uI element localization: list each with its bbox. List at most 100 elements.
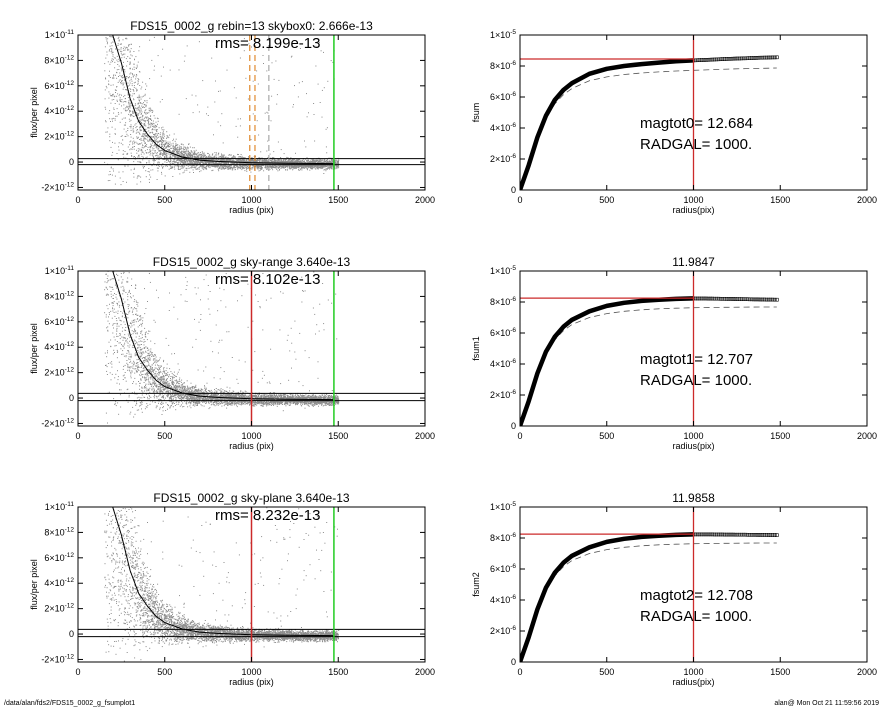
y-tick-label: 2×10-6 — [490, 625, 516, 636]
y-tick-label: 1×10-5 — [490, 501, 516, 512]
y-tick-label: 2×10-6 — [490, 389, 516, 400]
x-tick-label: 500 — [599, 195, 614, 205]
x-tick-label: 1500 — [770, 195, 790, 205]
y-tick-label: 6×10-6 — [490, 91, 516, 102]
y-tick-label: 1×10-5 — [490, 29, 516, 40]
y-tick-label: 1×10-11 — [45, 501, 75, 512]
y-tick-label: -2×10-12 — [41, 417, 74, 428]
growth-curve — [520, 296, 694, 426]
x-tick-label: 1000 — [241, 431, 261, 441]
x-tick-label: 500 — [157, 431, 172, 441]
x-tick-label: 500 — [599, 431, 614, 441]
y-tick-label: 4×10-6 — [490, 358, 516, 369]
x-tick-label: 1000 — [241, 667, 261, 677]
x-tick-label: 1500 — [328, 431, 348, 441]
footer-file-path: /data/alan/fds2/FDS15_0002_g_fsumplot1 — [4, 700, 136, 707]
x-axis-label: radius(pix) — [672, 677, 714, 687]
x-tick-label: 1500 — [328, 667, 348, 677]
y-tick-label: 2×10-6 — [490, 153, 516, 164]
y-tick-label: 4×10-6 — [490, 594, 516, 605]
x-tick-label: 1000 — [241, 195, 261, 205]
y-tick-label: 4×10-12 — [44, 341, 74, 352]
growth-curve-markers — [691, 55, 779, 63]
y-tick-label: 2×10-12 — [44, 603, 74, 614]
x-tick-label: 0 — [517, 195, 522, 205]
y-tick-label: 0 — [69, 157, 74, 167]
plot-area — [520, 507, 779, 662]
growth-curve-markers — [691, 296, 779, 302]
x-tick-label: 1000 — [683, 431, 703, 441]
magtot-annotation: magtot0= 12.684 — [640, 115, 753, 132]
profile-line — [112, 507, 334, 637]
profile-line — [112, 35, 334, 165]
x-tick-label: 0 — [75, 667, 80, 677]
y-tick-label: 8×10-12 — [44, 526, 74, 537]
scatter-points — [104, 507, 340, 662]
x-tick-label: 0 — [75, 431, 80, 441]
chart-title: FDS15_0002_g sky-plane 3.640e-13 — [153, 491, 349, 505]
radgal-annotation: RADGAL= 1000. — [640, 608, 752, 625]
y-tick-label: 2×10-12 — [44, 367, 74, 378]
y-tick-label: 8×10-6 — [490, 296, 516, 307]
y-tick-label: 6×10-12 — [44, 80, 74, 91]
x-axis-label: radius(pix) — [672, 441, 714, 451]
y-tick-label: 4×10-12 — [44, 577, 74, 588]
magtot-annotation: magtot1= 12.707 — [640, 351, 753, 368]
radgal-annotation: RADGAL= 1000. — [640, 372, 752, 389]
x-tick-label: 2000 — [857, 667, 877, 677]
y-axis-label: fsum — [471, 103, 481, 123]
plot-area — [520, 271, 779, 426]
y-tick-label: -2×10-12 — [41, 653, 74, 664]
chart-2: 0 500 1000 1500 2000 1×10-5 8×10-6 6×10-6 4×10-6… — [471, 29, 877, 215]
x-tick-label: 0 — [517, 667, 522, 677]
y-tick-label: 0 — [511, 421, 516, 431]
plot-area — [78, 35, 425, 190]
y-tick-label: 6×10-6 — [490, 563, 516, 574]
x-tick-label: 500 — [157, 195, 172, 205]
radgal-annotation: RADGAL= 1000. — [640, 136, 752, 153]
chart-5: 0 500 1000 1500 2000 1×10-11 8×10-12 6×10-12 4×1… — [29, 491, 435, 687]
x-tick-label: 2000 — [857, 195, 877, 205]
x-tick-label: 2000 — [415, 667, 435, 677]
y-tick-label: 4×10-12 — [44, 105, 74, 116]
y-tick-label: 8×10-6 — [490, 532, 516, 543]
y-axis-label: flux/per pixel — [29, 559, 39, 610]
chart-title: FDS15_0002_g sky-range 3.640e-13 — [153, 255, 351, 269]
x-axis-label: radius (pix) — [229, 205, 274, 215]
chart-3: 0 500 1000 1500 2000 1×10-11 8×10-12 6×10-12 4×1… — [29, 255, 435, 451]
plot-area — [78, 271, 425, 426]
y-axis-label: flux/per pixel — [29, 87, 39, 138]
y-tick-label: 1×10-11 — [45, 265, 75, 276]
magtot-annotation: magtot2= 12.708 — [640, 587, 753, 604]
y-tick-label: 0 — [69, 393, 74, 403]
x-tick-label: 1000 — [683, 667, 703, 677]
x-axis-label: radius(pix) — [672, 205, 714, 215]
x-tick-label: 500 — [157, 667, 172, 677]
y-tick-label: 8×10-12 — [44, 290, 74, 301]
x-tick-label: 2000 — [415, 195, 435, 205]
y-tick-label: 6×10-6 — [490, 327, 516, 338]
x-axis-label: radius (pix) — [229, 441, 274, 451]
y-tick-label: 2×10-12 — [44, 131, 74, 142]
y-tick-label: 0 — [511, 657, 516, 667]
growth-curve-markers — [691, 532, 779, 537]
rms-annotation: rms= 8.102e-13 — [215, 271, 320, 288]
x-tick-label: 1500 — [328, 195, 348, 205]
x-tick-label: 500 — [599, 667, 614, 677]
chart-4: 0 500 1000 1500 2000 1×10-5 8×10-6 6×10-6 4×10-6… — [471, 255, 877, 451]
y-tick-label: 1×10-11 — [45, 29, 75, 40]
y-tick-label: 4×10-6 — [490, 122, 516, 133]
y-axis-label: fsum2 — [471, 572, 481, 597]
rms-annotation: rms= 8.199e-13 — [215, 35, 320, 52]
y-tick-label: 6×10-12 — [44, 316, 74, 327]
y-tick-label: -2×10-12 — [41, 181, 74, 192]
y-tick-label: 0 — [511, 185, 516, 195]
chart-title: 11.9847 — [672, 255, 715, 269]
chart-title: FDS15_0002_g rebin=13 skybox0: 2.666e-13 — [130, 19, 373, 33]
y-axis-label: fsum1 — [471, 336, 481, 361]
x-tick-label: 2000 — [415, 431, 435, 441]
x-tick-label: 2000 — [857, 431, 877, 441]
chart-6: 0 500 1000 1500 2000 1×10-5 8×10-6 6×10-6 4×10-6… — [471, 491, 877, 687]
x-tick-label: 1500 — [770, 667, 790, 677]
